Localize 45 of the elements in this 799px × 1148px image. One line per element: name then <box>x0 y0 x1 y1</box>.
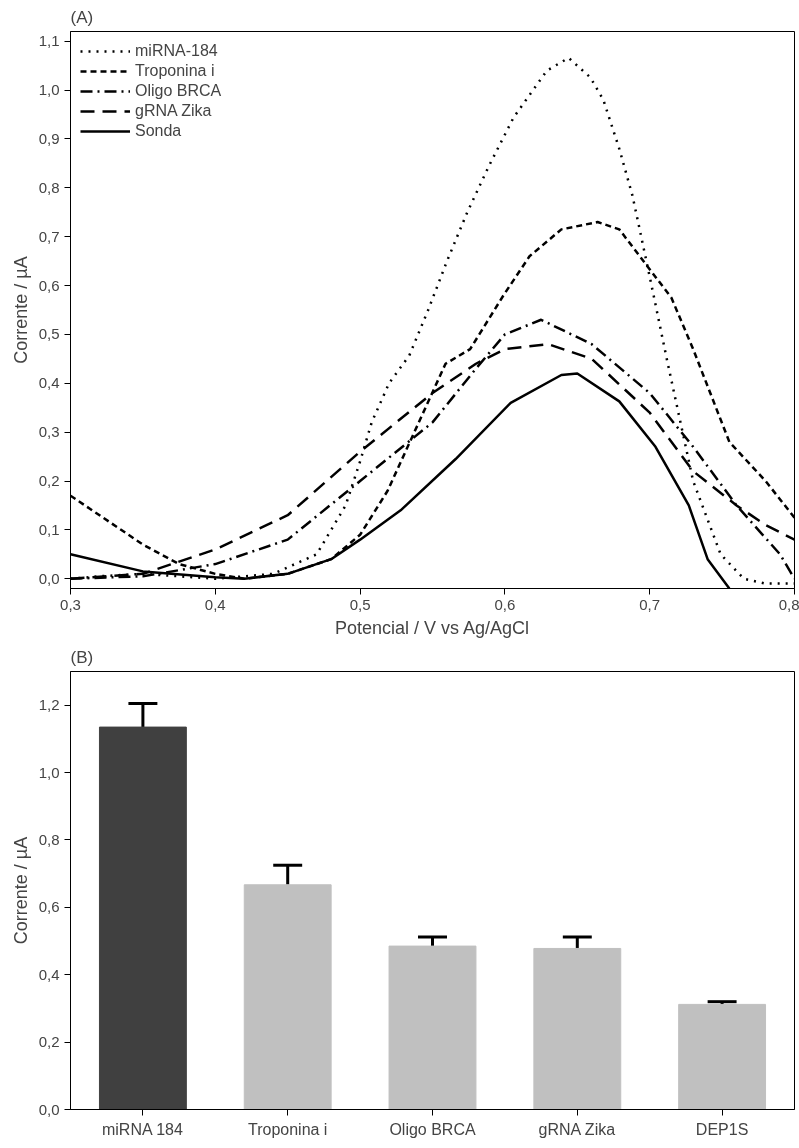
y-tick-label: 0,1 <box>38 520 60 538</box>
bar <box>533 947 622 1110</box>
legend-label: Troponina i <box>135 62 215 80</box>
y-tick-label: 0,4 <box>38 965 60 983</box>
legend-label: Sonda <box>135 122 182 140</box>
legend-label: gRNA Zika <box>135 102 212 120</box>
chart-title: (A) <box>70 7 94 27</box>
y-tick-label: 1,2 <box>38 696 60 714</box>
y-axis-title: Corrente / µA <box>10 836 31 945</box>
y-tick-label: 0,9 <box>38 129 60 147</box>
y-tick-label: 0,7 <box>38 227 60 245</box>
bar <box>388 945 477 1110</box>
x-axis-title: Potencial / V vs Ag/AgCl <box>334 617 530 638</box>
y-tick-label: 0,3 <box>38 423 60 441</box>
x-tick-label: DEP1S <box>695 1120 749 1138</box>
x-tick-label: 0,4 <box>204 595 226 613</box>
legend-label: miRNA-184 <box>135 42 218 60</box>
y-tick-label: 0,8 <box>38 830 60 848</box>
legend-label: Oligo BRCA <box>135 82 222 100</box>
y-tick-label: 0,0 <box>38 569 60 587</box>
y-tick-label: 1,0 <box>38 81 60 99</box>
x-tick-label: gRNA Zika <box>538 1120 616 1138</box>
bar <box>98 726 187 1110</box>
x-tick-label: Troponina i <box>247 1120 328 1138</box>
y-tick-label: 0,0 <box>38 1100 60 1118</box>
y-tick-label: 0,4 <box>38 374 60 392</box>
x-tick-label: 0,3 <box>60 595 81 613</box>
x-tick-label: 0,8 <box>778 595 799 613</box>
y-tick-label: 0,2 <box>38 1033 60 1051</box>
y-tick-label: 1,1 <box>38 32 60 50</box>
y-tick-label: 0,6 <box>38 898 60 916</box>
y-axis-title: Corrente / µA <box>10 256 31 364</box>
y-tick-label: 0,5 <box>38 325 60 343</box>
x-tick-label: Oligo BRCA <box>389 1120 476 1138</box>
x-tick-label: 0,6 <box>494 595 516 613</box>
y-tick-label: 1,0 <box>38 763 60 781</box>
x-tick-label: 0,5 <box>349 595 371 613</box>
y-tick-label: 0,8 <box>38 178 60 196</box>
x-tick-label: 0,7 <box>639 595 661 613</box>
bar <box>678 1003 767 1110</box>
chart-title: (B) <box>70 647 94 667</box>
x-tick-label: miRNA 184 <box>102 1120 184 1138</box>
y-tick-label: 0,6 <box>38 276 60 294</box>
y-tick-label: 0,2 <box>38 472 60 490</box>
bar <box>243 884 332 1110</box>
